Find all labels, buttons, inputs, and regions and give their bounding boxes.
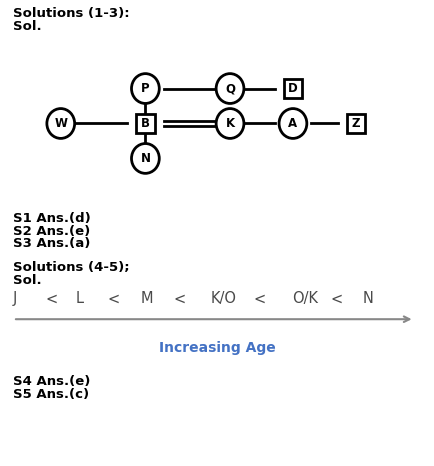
Text: J: J	[13, 291, 17, 306]
Text: O/K: O/K	[292, 291, 318, 306]
Text: W: W	[54, 117, 67, 130]
Circle shape	[216, 74, 244, 103]
Text: Solutions (1-3):: Solutions (1-3):	[13, 7, 130, 20]
Circle shape	[216, 109, 244, 138]
Text: N: N	[140, 152, 151, 165]
Text: Z: Z	[352, 117, 360, 130]
Text: S4 Ans.(e): S4 Ans.(e)	[13, 375, 90, 388]
Text: K/O: K/O	[210, 291, 237, 306]
Text: S1 Ans.(d): S1 Ans.(d)	[13, 212, 91, 225]
Circle shape	[279, 109, 307, 138]
Text: P: P	[141, 82, 150, 95]
Text: <: <	[254, 291, 266, 306]
Circle shape	[132, 144, 159, 173]
Text: <: <	[46, 291, 58, 306]
Text: A: A	[288, 117, 298, 130]
Text: M: M	[141, 291, 154, 306]
Text: K: K	[225, 117, 235, 130]
Text: Sol.: Sol.	[13, 274, 42, 287]
Text: S3 Ans.(a): S3 Ans.(a)	[13, 237, 90, 250]
Bar	[347, 114, 365, 133]
Circle shape	[132, 74, 159, 103]
Text: S2 Ans.(e): S2 Ans.(e)	[13, 225, 90, 238]
Text: Increasing Age: Increasing Age	[158, 341, 276, 355]
Bar	[284, 79, 302, 98]
Text: B: B	[141, 117, 150, 130]
Text: <: <	[108, 291, 120, 306]
Bar	[136, 114, 155, 133]
Text: D: D	[288, 82, 298, 95]
Text: S5 Ans.(c): S5 Ans.(c)	[13, 388, 89, 401]
Text: N: N	[362, 291, 373, 306]
Text: Solutions (4-5);: Solutions (4-5);	[13, 261, 130, 274]
Text: L: L	[76, 291, 84, 306]
Text: <: <	[331, 291, 343, 306]
Text: Q: Q	[225, 82, 235, 95]
Text: <: <	[174, 291, 186, 306]
Text: Sol.: Sol.	[13, 20, 42, 33]
Circle shape	[47, 109, 75, 138]
